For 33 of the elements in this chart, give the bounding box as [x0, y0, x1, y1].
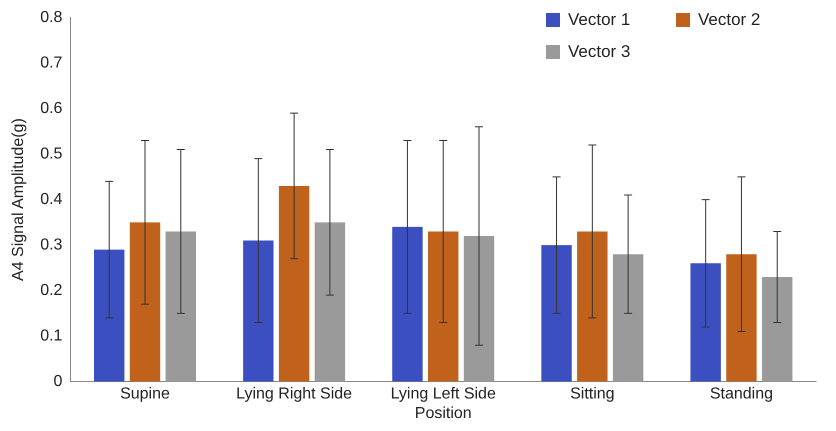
- y-tick-label: 0.8: [40, 9, 63, 26]
- bar: [612, 254, 644, 382]
- bar: [130, 222, 160, 382]
- bar: [278, 186, 310, 382]
- y-tick-label: 0.2: [40, 282, 63, 300]
- y-tick-label: 0.1: [40, 328, 63, 345]
- bar: [464, 236, 494, 382]
- y-tick-label: 0.4: [40, 191, 63, 208]
- legend-label: Vector 1: [568, 10, 630, 30]
- bar: [94, 250, 124, 382]
- legend-label: Vector 3: [568, 42, 630, 62]
- bar: [314, 222, 346, 382]
- x-tick-label: Lying Left Side Position: [390, 386, 496, 422]
- x-tick-label: Sitting: [570, 386, 615, 403]
- y-tick-label: 0.6: [40, 100, 63, 118]
- y-tick-label: 0.7: [40, 54, 63, 72]
- y-tick-label: 0.3: [40, 236, 63, 254]
- y-tick-label: 0: [54, 373, 63, 390]
- bar: [577, 231, 608, 382]
- x-tick-label: Supine: [120, 386, 170, 403]
- bar: [243, 240, 274, 382]
- y-axis-title: A4 Signal Amplitude(g): [10, 118, 28, 281]
- bar: [428, 231, 458, 382]
- x-tick-label: Lying Right Side: [236, 386, 352, 403]
- bar: [541, 245, 572, 382]
- y-tick-label: 0.5: [40, 146, 63, 163]
- bar: [690, 263, 721, 382]
- bar: [762, 276, 792, 382]
- legend-label: Vector 2: [698, 10, 760, 30]
- bar: [392, 226, 423, 382]
- bar: [166, 231, 196, 382]
- bar: [726, 254, 757, 382]
- x-tick-label: Standing: [710, 386, 774, 403]
